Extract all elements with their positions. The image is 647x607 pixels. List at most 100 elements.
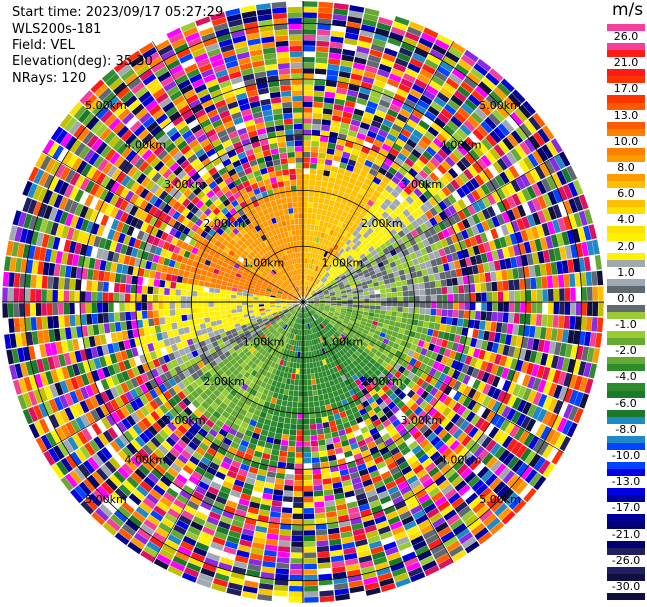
radar-gate <box>152 358 161 368</box>
radar-gate <box>375 185 385 194</box>
radar-gate <box>402 386 412 395</box>
radar-gate <box>286 303 292 305</box>
radar-gate <box>312 308 317 312</box>
radar-gate <box>414 302 420 308</box>
radar-gate <box>343 269 350 275</box>
radar-gate <box>117 466 130 480</box>
radar-gate <box>339 314 346 318</box>
radar-gate <box>401 551 417 562</box>
radar-gate <box>236 380 244 388</box>
radar-gate <box>248 312 255 317</box>
radar-gate <box>257 354 264 361</box>
radar-gate <box>303 213 308 219</box>
radar-gate <box>256 474 266 482</box>
radar-gate <box>290 563 303 570</box>
radar-gate <box>533 475 547 491</box>
radar-gate <box>427 328 434 336</box>
radar-gate <box>313 479 323 486</box>
radar-gate <box>547 191 558 206</box>
radar-gate <box>90 409 101 422</box>
radar-gate <box>293 390 299 397</box>
radar-gate <box>371 505 383 514</box>
radar-gate <box>377 231 385 239</box>
radar-gate <box>427 186 437 197</box>
radar-gate <box>254 289 260 293</box>
radar-gate <box>380 393 389 402</box>
radar-gate <box>108 282 115 293</box>
radar-gate <box>91 422 102 436</box>
radar-gate <box>41 289 47 302</box>
radar-gate <box>364 326 371 332</box>
radar-gate <box>356 46 370 55</box>
radar-gate <box>243 286 250 291</box>
radar-gate <box>238 444 248 453</box>
radar-gate <box>28 391 38 406</box>
radar-gate <box>130 302 136 311</box>
radar-gate <box>379 446 390 456</box>
radar-gate <box>496 377 506 390</box>
radar-gate <box>134 468 147 480</box>
radar-gate <box>256 379 263 387</box>
radar-gate <box>296 323 299 329</box>
radar-gate <box>322 175 330 182</box>
radar-gate <box>129 338 137 349</box>
radar-gate <box>324 216 331 223</box>
radar-gate <box>277 393 284 400</box>
radar-gate <box>453 443 465 455</box>
radar-gate <box>334 323 341 328</box>
radar-gate <box>164 288 170 295</box>
radar-gate <box>430 243 438 252</box>
radar-gate <box>105 414 116 427</box>
radar-gate <box>256 329 263 335</box>
radar-gate <box>35 303 42 316</box>
radar-gate <box>373 418 382 427</box>
radar-gate <box>190 552 206 562</box>
radar-gate <box>212 389 221 398</box>
radar-gate <box>187 278 194 285</box>
radar-gate <box>317 203 324 210</box>
radar-gate <box>318 568 332 575</box>
radar-gate <box>202 496 215 506</box>
radar-gate <box>53 396 64 411</box>
radar-gate <box>390 562 405 572</box>
radar-gate <box>335 93 347 101</box>
radar-gate <box>216 385 225 393</box>
radar-gate <box>83 336 91 349</box>
radar-gate <box>365 459 376 468</box>
radar-gate <box>354 487 365 496</box>
radar-gate <box>325 193 332 200</box>
radar-gate <box>450 359 459 370</box>
radar-gate <box>373 480 385 489</box>
radar-gate <box>448 333 456 342</box>
radar-gate <box>445 77 460 90</box>
radar-gate <box>556 232 565 247</box>
radar-gate <box>491 250 499 261</box>
radar-gate <box>373 253 380 260</box>
radar-gate <box>348 227 355 235</box>
radar-gate <box>103 323 111 334</box>
radar-gate <box>414 235 422 244</box>
radar-gate <box>449 545 464 557</box>
radar-gate <box>168 377 177 387</box>
radar-gate <box>316 311 322 315</box>
radar-gate <box>33 405 44 420</box>
radar-gate <box>406 93 420 104</box>
radar-gate <box>561 260 569 274</box>
radar-gate <box>478 171 490 183</box>
radar-gate <box>464 136 477 149</box>
radar-gate <box>537 128 550 144</box>
radar-gate <box>253 297 259 300</box>
radar-gate <box>264 549 277 557</box>
radar-gate <box>285 325 290 331</box>
radar-gate <box>303 129 312 135</box>
radar-gate <box>392 419 401 428</box>
radar-gate <box>561 168 573 183</box>
radar-gate <box>306 312 309 318</box>
radar-gate <box>475 339 483 349</box>
radar-gate <box>420 204 429 213</box>
radar-gate <box>337 406 345 413</box>
radar-gate <box>82 360 91 373</box>
radar-gate <box>391 176 401 185</box>
radar-gate <box>341 198 348 206</box>
